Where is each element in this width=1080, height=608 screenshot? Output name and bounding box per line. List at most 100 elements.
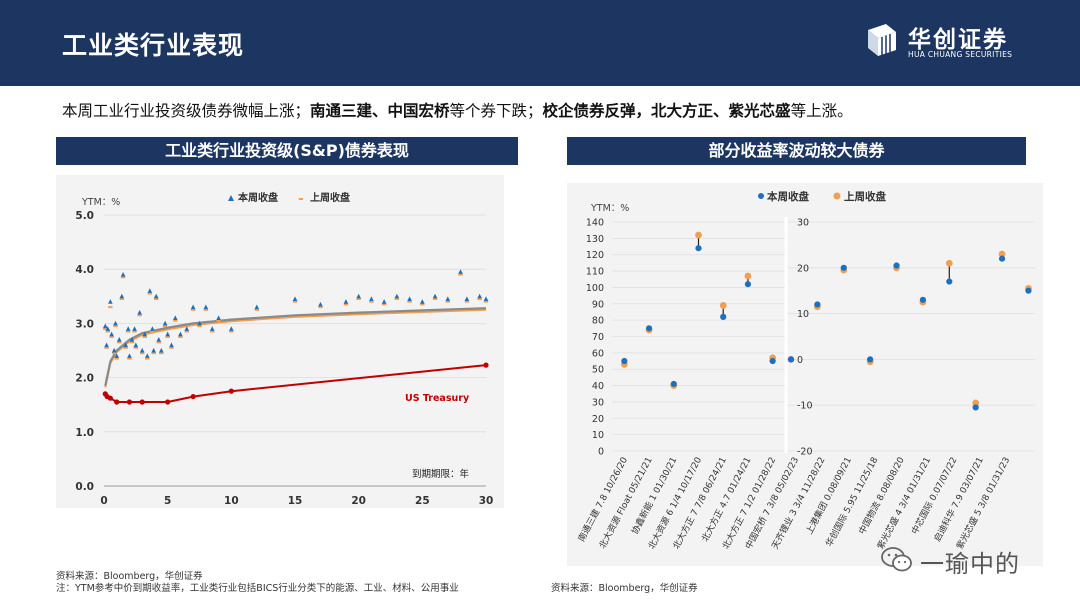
scatter-point-this-week <box>129 337 135 342</box>
right-left-ytick-label: 80 <box>592 316 604 327</box>
scatter-point-this-week <box>111 347 117 353</box>
scatter-point-this-week <box>173 315 178 320</box>
scatter-point-this-week <box>151 347 156 353</box>
scatter-point-this-week <box>162 320 168 326</box>
right-left-ytick-label: 10 <box>592 430 604 441</box>
right-panel-title: 部分收益率波动较大债券 <box>567 137 1026 165</box>
scatter-point-this-week <box>369 296 374 302</box>
scatter-point-this-week <box>147 288 153 293</box>
scatter-point-this-week <box>116 337 122 342</box>
point-last-week <box>744 272 752 280</box>
legend-this-week-label-right: 本周收盘 <box>767 190 809 203</box>
right-right-ytick-label: -10 <box>797 401 813 412</box>
scatter-point-this-week <box>156 337 162 342</box>
scatter-point-this-week <box>216 315 221 320</box>
legend-last-week-label-right: 上周收盘 <box>844 190 886 203</box>
scatter-point-this-week <box>133 342 139 348</box>
point-last-week <box>998 250 1006 258</box>
point-last-week <box>719 302 727 309</box>
summary-part2: 等个券下跌； <box>449 102 543 120</box>
scatter-point-this-week <box>108 299 113 304</box>
point-this-week <box>840 264 847 271</box>
treasury-point <box>483 362 489 368</box>
right-right-ytick-label: 30 <box>797 218 809 229</box>
scatter-point-this-week <box>197 320 202 326</box>
treasury-point <box>190 393 196 400</box>
scatter-point-this-week <box>132 326 137 331</box>
treasury-point <box>165 399 171 405</box>
summary-part1: 本周工业行业投资级债券微幅上涨； <box>62 102 311 120</box>
summary-bold1: 南通三建、中国宏桥 <box>310 102 450 120</box>
right-left-ytick-label: 0 <box>598 447 604 458</box>
fit-curve-this-week <box>104 307 487 386</box>
scatter-point-this-week <box>464 296 470 302</box>
left-footnote: 注：YTM参考中价到期收益率，工业类行业包括BICS行业分类下的能源、工业、材料… <box>56 583 459 594</box>
point-this-week <box>814 301 821 308</box>
right-right-ytick-label: 20 <box>797 263 809 274</box>
legend-this-week-dot <box>758 193 764 199</box>
scatter-point-this-week <box>123 342 128 348</box>
left-chart: YTM：% 本周收盘 - 上周收盘 到期期限：年 US Treasury 0.0… <box>75 191 493 507</box>
right-chart-background <box>567 183 1043 566</box>
logo-en-text: HUA CHUANG SECURITIES <box>908 50 1013 59</box>
point-this-week <box>919 296 927 303</box>
right-right-ytick-label: 0 <box>797 355 803 366</box>
left-legend: 本周收盘 - 上周收盘 <box>228 191 350 207</box>
logo: 华创证券 HUA CHUANG SECURITIES <box>862 20 1052 64</box>
right-chart: YTM：% 本周收盘 上周收盘 010203040506070809010011… <box>575 190 1035 551</box>
scatter-point-this-week <box>137 309 142 315</box>
right-left-ytick-label: 90 <box>592 299 604 310</box>
right-source-note: 资料来源：Bloomberg，华创证券 <box>551 583 698 594</box>
scatter-point-this-week <box>105 326 111 331</box>
point-this-week <box>744 281 752 288</box>
scatter-point-this-week <box>125 326 131 331</box>
legend-last-week-dot <box>833 192 841 200</box>
scatter-point-this-week <box>229 326 234 331</box>
right-plot: 0102030405060708090100110120130140-20-10… <box>575 217 1035 551</box>
point-this-week <box>695 245 702 252</box>
left-ytick-label: 1.0 <box>75 427 94 439</box>
point-this-week <box>972 404 979 411</box>
right-left-ytick-label: 120 <box>586 250 604 261</box>
scatter-point-this-week <box>203 304 209 310</box>
point-last-week <box>945 259 953 267</box>
scatter-point-this-week <box>318 301 323 307</box>
point-this-week <box>720 313 727 320</box>
right-left-ytick-label: 130 <box>586 234 604 245</box>
point-this-week <box>893 262 900 269</box>
scatter-point-this-week <box>139 347 145 353</box>
scatter-point-this-week <box>109 331 114 337</box>
point-this-week <box>787 356 795 363</box>
right-right-ytick-label: 10 <box>797 309 809 320</box>
point-this-week <box>670 380 677 388</box>
left-xlabel: 到期期限：年 <box>412 468 470 480</box>
left-ylabel: YTM：% <box>81 197 120 208</box>
scatter-point-this-week <box>254 304 260 310</box>
scatter-point-this-week <box>190 304 196 310</box>
scatter-point-this-week <box>127 353 132 358</box>
scatter-point-this-week <box>477 293 482 299</box>
point-this-week <box>1025 287 1032 294</box>
right-left-ytick-label: 50 <box>592 365 604 376</box>
category-label: 启迪科华 7.9 03/07/21 <box>931 455 986 544</box>
left-xtick-label: 25 <box>415 495 430 507</box>
left-panel-title: 工业类行业投资级(S&P)债券表现 <box>56 137 518 165</box>
scatter-point-this-week <box>458 269 463 274</box>
treasury-point <box>139 399 145 405</box>
scatter-point-this-week <box>432 293 438 299</box>
summary-bold2: 校企债券反弹，北大方正、紫光芯盛 <box>542 102 791 120</box>
page-title: 工业类行业表现 <box>62 31 245 60</box>
legend-this-week-marker <box>228 195 234 201</box>
left-ytick-label: 4.0 <box>75 264 94 276</box>
legend-last-week-label: 上周收盘 <box>310 191 350 204</box>
treasury-point <box>228 388 234 394</box>
scatter-point-this-week <box>159 347 164 353</box>
category-label: 协鑫新能 1 01/30/21 <box>629 455 680 536</box>
point-this-week <box>769 357 776 365</box>
scatter-point-this-week <box>113 320 118 326</box>
right-left-ytick-label: 140 <box>586 218 604 229</box>
scatter-point-this-week <box>356 293 361 299</box>
scatter-point-this-week <box>144 353 150 358</box>
treasury-point <box>114 399 120 405</box>
scatter-point-this-week <box>407 296 412 302</box>
